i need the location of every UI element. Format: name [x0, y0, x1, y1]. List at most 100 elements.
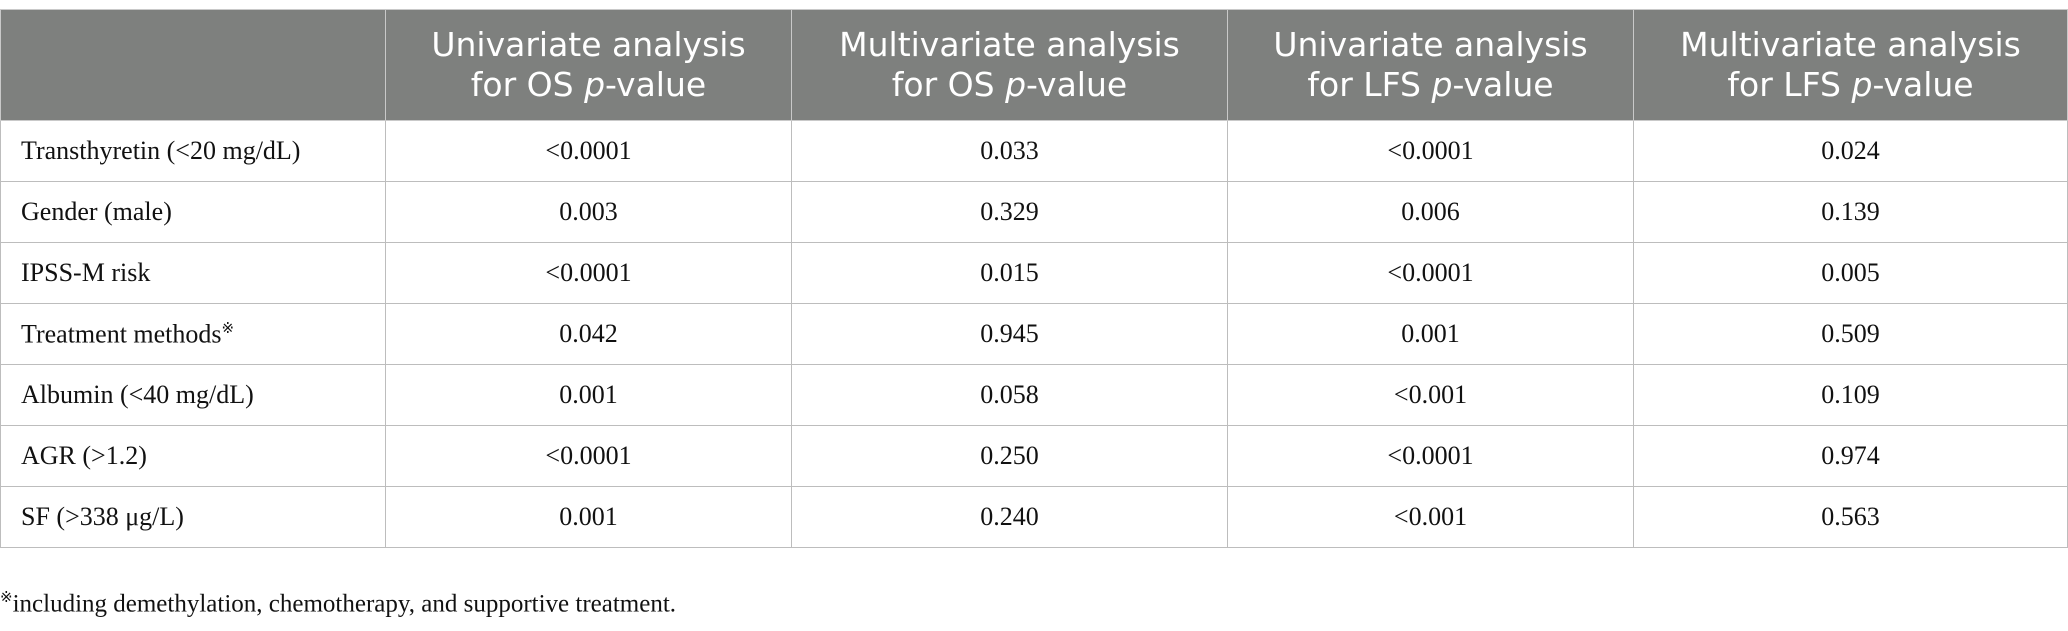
table-row: AGR (>1.2) <0.0001 0.250 <0.0001 0.974 [0, 425, 2068, 487]
row-label-cell: AGR (>1.2) [0, 425, 386, 487]
value-cell: 0.005 [1633, 242, 2068, 304]
value-cell: 0.139 [1633, 181, 2068, 243]
header-text: -value [605, 65, 707, 104]
value-cell: 0.024 [1633, 120, 2068, 182]
p-value: 0.974 [1821, 441, 1880, 470]
value-cell: 0.033 [791, 120, 1228, 182]
header-italic: p [584, 65, 606, 104]
header-cell: Univariate analysis for LFS p-value [1227, 9, 1634, 121]
table-row: Treatment methods※ 0.042 0.945 0.001 0.509 [0, 303, 2068, 365]
p-value: 0.015 [980, 258, 1039, 287]
p-value: <0.0001 [545, 258, 632, 287]
header-italic: p [1431, 65, 1453, 104]
p-value: <0.0001 [545, 136, 632, 165]
p-value: 0.563 [1821, 502, 1880, 531]
value-cell: <0.0001 [385, 242, 792, 304]
header-text: Univariate analysis [1273, 25, 1588, 64]
results-table: Univariate analysis for OS p-value Multiva… [0, 9, 2068, 548]
row-label-cell: Transthyretin (<20 mg/dL) [0, 120, 386, 182]
row-label: Transthyretin (<20 mg/dL) [21, 136, 301, 165]
row-label: AGR (>1.2) [21, 441, 147, 470]
value-cell: 0.974 [1633, 425, 2068, 487]
header-cell [0, 9, 386, 121]
p-value: 0.003 [559, 197, 618, 226]
p-value: <0.0001 [1387, 258, 1474, 287]
p-value: 0.509 [1821, 319, 1880, 348]
header-text: for LFS [1727, 65, 1852, 104]
row-label: Gender (male) [21, 197, 172, 226]
value-cell: <0.0001 [385, 425, 792, 487]
value-cell: 0.006 [1227, 181, 1634, 243]
header-cell: Multivariate analysis for LFS p-value [1633, 9, 2068, 121]
row-label-cell: Treatment methods※ [0, 303, 386, 365]
value-cell: <0.0001 [1227, 425, 1634, 487]
p-value: 0.329 [980, 197, 1039, 226]
row-label: IPSS-M risk [21, 258, 151, 287]
p-value: 0.058 [980, 380, 1039, 409]
p-value: <0.0001 [1387, 136, 1474, 165]
header-italic: p [1851, 65, 1873, 104]
value-cell: <0.001 [1227, 364, 1634, 426]
p-value: <0.001 [1393, 380, 1468, 409]
p-value: 0.042 [559, 319, 618, 348]
value-cell: 0.001 [1227, 303, 1634, 365]
table-row: SF (>338 μg/L) 0.001 0.240 <0.001 0.563 [0, 486, 2068, 548]
value-cell: <0.0001 [1227, 120, 1634, 182]
value-cell: 0.015 [791, 242, 1228, 304]
row-label-cell: SF (>338 μg/L) [0, 486, 386, 548]
p-value: 0.024 [1821, 136, 1880, 165]
header-text: Univariate analysis [431, 25, 746, 64]
p-value: 0.240 [980, 502, 1039, 531]
row-label: SF (>338 μg/L) [21, 502, 184, 531]
p-value: 0.250 [980, 441, 1039, 470]
p-value: 0.945 [980, 319, 1039, 348]
value-cell: 0.509 [1633, 303, 2068, 365]
p-value: 0.033 [980, 136, 1039, 165]
header-text: Multivariate analysis [1680, 25, 2021, 64]
footnote-text: including demethylation, chemotherapy, a… [12, 590, 677, 618]
header-text: -value [1026, 65, 1128, 104]
value-cell: 0.240 [791, 486, 1228, 548]
p-value: <0.001 [1393, 502, 1468, 531]
value-cell: 0.250 [791, 425, 1228, 487]
value-cell: <0.001 [1227, 486, 1634, 548]
p-value: 0.109 [1821, 380, 1880, 409]
header-text: for OS [891, 65, 1006, 104]
value-cell: <0.0001 [1227, 242, 1634, 304]
value-cell: 0.001 [385, 364, 792, 426]
header-text: Multivariate analysis [839, 25, 1180, 64]
p-value: 0.006 [1401, 197, 1460, 226]
p-value: 0.001 [559, 502, 618, 531]
header-italic: p [1005, 65, 1027, 104]
value-cell: 0.109 [1633, 364, 2068, 426]
header-text: for OS [470, 65, 585, 104]
table-row: Gender (male) 0.003 0.329 0.006 0.139 [0, 181, 2068, 243]
value-cell: 0.945 [791, 303, 1228, 365]
p-value: 0.005 [1821, 258, 1880, 287]
p-value: 0.139 [1821, 197, 1880, 226]
header-cell: Multivariate analysis for OS p-value [791, 9, 1228, 121]
footnote: ※including demethylation, chemotherapy, … [0, 588, 676, 618]
table-row: IPSS-M risk <0.0001 0.015 <0.0001 0.005 [0, 242, 2068, 304]
row-label-cell: IPSS-M risk [0, 242, 386, 304]
value-cell: 0.001 [385, 486, 792, 548]
value-cell: 0.563 [1633, 486, 2068, 548]
value-cell: 0.058 [791, 364, 1228, 426]
p-value: 0.001 [559, 380, 618, 409]
header-cell: Univariate analysis for OS p-value [385, 9, 792, 121]
row-label-cell: Albumin (<40 mg/dL) [0, 364, 386, 426]
value-cell: 0.042 [385, 303, 792, 365]
row-label: Albumin (<40 mg/dL) [21, 380, 254, 409]
header-text: -value [1452, 65, 1554, 104]
p-value: 0.001 [1401, 319, 1460, 348]
footnote-mark: ※ [221, 320, 235, 337]
table-row: Transthyretin (<20 mg/dL) <0.0001 0.033 <0.… [0, 120, 2068, 182]
table-body: Transthyretin (<20 mg/dL) <0.0001 0.033 <0.… [0, 120, 2068, 548]
p-value: <0.0001 [1387, 441, 1474, 470]
value-cell: <0.0001 [385, 120, 792, 182]
header-text: -value [1872, 65, 1974, 104]
value-cell: 0.329 [791, 181, 1228, 243]
table-row: Albumin (<40 mg/dL) 0.001 0.058 <0.001 0.109 [0, 364, 2068, 426]
row-label: Treatment methods [21, 319, 222, 349]
